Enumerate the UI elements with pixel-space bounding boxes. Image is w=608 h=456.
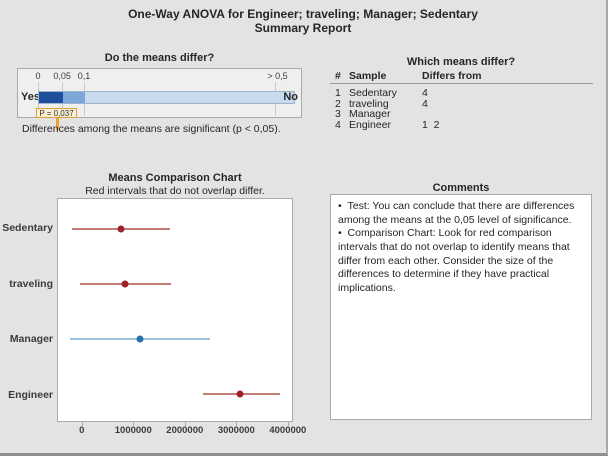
column-header-sample: Sample: [349, 70, 387, 82]
x-tick-label: 4000000: [269, 425, 307, 436]
row-differs: 1 2: [422, 118, 440, 131]
comment-item: Test: You can conclude that there are di…: [338, 200, 584, 227]
row-num: 3: [335, 108, 341, 120]
category-label-Manager: Manager: [9, 333, 53, 346]
row-num: 1: [335, 87, 341, 99]
chart-x-tickmarks: [57, 422, 293, 426]
report-header: One-Way ANOVA for Engineer; traveling; M…: [0, 7, 606, 35]
x-tick-label: 3000000: [217, 425, 255, 436]
gauge-yes-label: Yes: [21, 91, 40, 103]
table-row: 4 Engineer 1 2: [330, 118, 593, 131]
chart-subtitle: Red intervals that do not overlap differ…: [85, 185, 265, 197]
gauge-tick-0: 0: [35, 71, 41, 81]
chart-category-axis: Sedentary traveling Manager Engineer: [2, 198, 53, 422]
gauge-segment-nonsignificant: [84, 92, 294, 103]
category-label-traveling: traveling: [9, 277, 53, 290]
gauge-segment-marginal: [62, 92, 85, 103]
table-row: 1 Sedentary 4: [330, 87, 593, 99]
gauge-no-label: No: [283, 91, 298, 103]
category-label-Engineer: Engineer: [8, 388, 53, 401]
significance-note: Differences among the means are signific…: [22, 123, 281, 135]
category-label-Sedentary: Sedentary: [2, 222, 53, 235]
gauge-title: Do the means differ?: [104, 52, 215, 64]
comments-title: Comments: [432, 182, 490, 194]
chart-plot-area: [57, 198, 293, 422]
gauge-segment-significant: [39, 92, 63, 103]
table-header-row: # Sample Differs from: [330, 70, 593, 82]
comment-item: Comparison Chart: Look for red compariso…: [338, 227, 584, 295]
which-means-differ-title: Which means differ?: [406, 56, 516, 68]
gauge-tick-005: 0,05: [53, 71, 71, 81]
row-sample: Engineer: [349, 118, 392, 131]
x-tick-label: 0: [79, 425, 85, 436]
mean-marker-traveling: [121, 280, 129, 288]
gauge-tick-gt05: > 0,5: [267, 71, 288, 81]
comments-panel: Test: You can conclude that there are di…: [330, 194, 592, 420]
row-sample: Manager: [349, 108, 391, 120]
column-header-num: #: [335, 70, 341, 82]
p-value-marker: [55, 110, 59, 130]
p-value-callout: P = 0,037: [36, 108, 77, 118]
gauge-tick-01: 0,1: [77, 71, 91, 81]
row-num: 4: [335, 118, 341, 131]
gauge-bar: [38, 91, 295, 130]
p-value-gauge: 0 0,05 0,1 > 0,5 Yes No P = 0,037: [17, 68, 302, 130]
x-tick-label: 2000000: [166, 425, 204, 436]
row-sample: traveling: [349, 97, 389, 110]
chart-title: Means Comparison Chart: [108, 172, 242, 184]
table-row: 2 traveling 4: [330, 97, 593, 110]
mean-marker-Manager: [136, 335, 144, 343]
row-sample: Sedentary: [349, 87, 397, 99]
mean-marker-Sedentary: [117, 225, 125, 233]
row-differs: 4: [422, 97, 428, 110]
x-tick-label: 1000000: [114, 425, 152, 436]
chart-x-axis-labels: 0 1000000 2000000 3000000 4000000: [57, 425, 306, 437]
gauge-tick-labels: 0 0,05 0,1 > 0,5: [35, 71, 295, 81]
mean-marker-Engineer: [236, 390, 244, 398]
report-subtitle: Summary Report: [254, 21, 352, 35]
report-title: One-Way ANOVA for Engineer; traveling; M…: [128, 7, 478, 21]
table-header-rule: [330, 83, 593, 84]
row-differs: 4: [422, 87, 428, 99]
column-header-differs: Differs from: [422, 70, 482, 82]
table-row: 3 Manager: [330, 108, 593, 120]
row-num: 2: [335, 97, 341, 110]
